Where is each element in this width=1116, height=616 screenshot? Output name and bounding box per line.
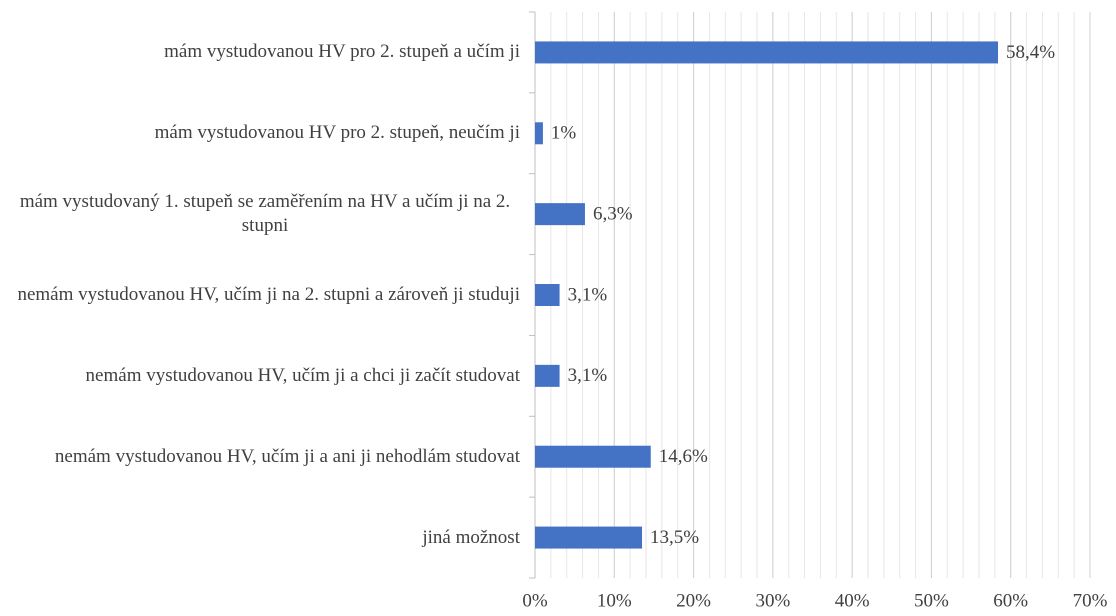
x-tick-label: 60% [993, 590, 1028, 611]
bar [535, 122, 543, 145]
bar [535, 203, 585, 226]
category-label: mám vystudovanou HV pro 2. stupeň, neučí… [154, 122, 520, 144]
x-tick-label: 70% [1073, 590, 1108, 611]
value-label: 13,5% [650, 527, 699, 548]
value-label: 3,1% [568, 284, 608, 305]
bar [535, 445, 651, 468]
value-label: 1% [551, 123, 577, 144]
x-tick-label: 40% [835, 590, 870, 611]
x-tick-label: 0% [522, 590, 548, 611]
value-label: 58,4% [1006, 42, 1055, 63]
x-tick-label: 10% [597, 590, 632, 611]
category-label: mám vystudovanou HV pro 2. stupeň a učím… [164, 41, 520, 63]
bar [535, 284, 560, 306]
category-label: jiná možnost [422, 526, 520, 548]
category-label: nemám vystudovanou HV, učím ji na 2. stu… [17, 284, 520, 305]
category-label: nemám vystudovanou HV, učím ji a ani ji … [54, 445, 520, 467]
x-tick-label: 30% [755, 590, 790, 611]
bar [535, 526, 643, 549]
category-label: mám vystudovaný 1. stupeň se zaměřením n… [19, 191, 511, 237]
x-tick-label: 20% [676, 590, 711, 611]
x-tick-label: 50% [914, 590, 949, 611]
bar [535, 364, 560, 387]
value-label: 3,1% [568, 365, 608, 386]
value-label: 6,3% [593, 204, 633, 225]
bar [535, 41, 999, 64]
value-label: 14,6% [659, 446, 708, 467]
category-label: nemám vystudovanou HV, učím ji a chci ji… [85, 364, 520, 386]
